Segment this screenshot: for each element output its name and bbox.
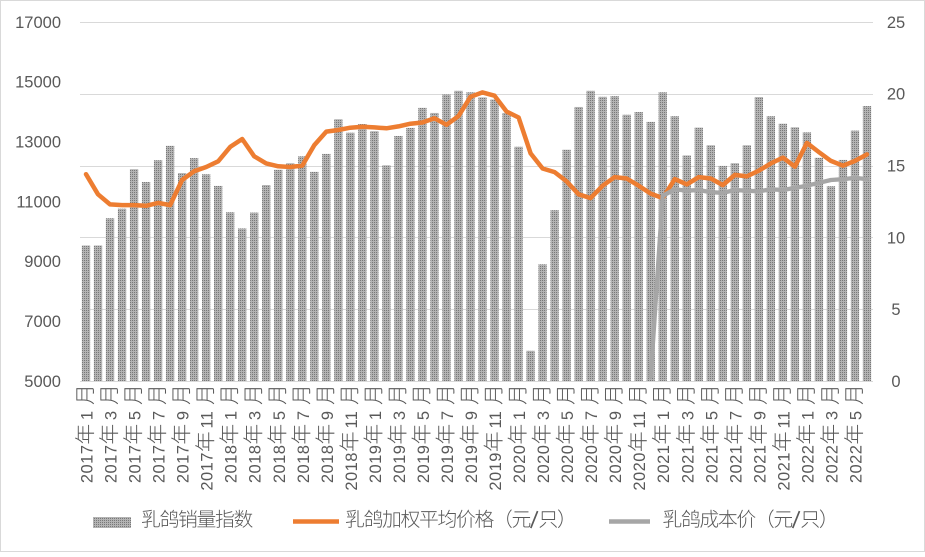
svg-text:17000: 17000 xyxy=(15,14,61,32)
svg-text:2018: 2018 xyxy=(223,445,241,484)
svg-text:2021: 2021 xyxy=(775,452,793,491)
svg-text:2021: 2021 xyxy=(703,445,721,484)
svg-text:11: 11 xyxy=(343,411,361,429)
svg-text:5: 5 xyxy=(847,411,865,420)
svg-text:1: 1 xyxy=(655,411,673,420)
svg-text:3: 3 xyxy=(247,411,265,420)
svg-text:5: 5 xyxy=(127,411,145,420)
svg-text:2021: 2021 xyxy=(751,445,769,484)
svg-text:1: 1 xyxy=(511,411,529,420)
svg-text:7: 7 xyxy=(727,411,745,420)
svg-text:1: 1 xyxy=(799,411,817,420)
svg-text:2019: 2019 xyxy=(391,445,409,484)
svg-text:9: 9 xyxy=(607,411,625,420)
svg-text:2020: 2020 xyxy=(535,445,553,484)
svg-text:2022: 2022 xyxy=(823,445,841,484)
svg-text:9000: 9000 xyxy=(24,253,61,271)
svg-text:9: 9 xyxy=(175,411,193,420)
svg-text:1: 1 xyxy=(223,411,241,420)
svg-text:2017: 2017 xyxy=(127,445,145,484)
svg-text:9: 9 xyxy=(463,411,481,420)
svg-text:3: 3 xyxy=(679,411,697,420)
svg-text:2020: 2020 xyxy=(607,445,625,484)
svg-text:3: 3 xyxy=(103,411,121,420)
svg-text:5: 5 xyxy=(271,411,289,420)
svg-text:9: 9 xyxy=(319,411,337,420)
svg-text:15000: 15000 xyxy=(15,74,61,92)
svg-text:2017: 2017 xyxy=(175,445,193,484)
svg-text:2021: 2021 xyxy=(727,445,745,484)
svg-text:2021: 2021 xyxy=(679,445,697,484)
svg-text:7: 7 xyxy=(151,411,169,420)
svg-text:3: 3 xyxy=(823,411,841,420)
svg-text:15: 15 xyxy=(887,158,905,176)
svg-text:11: 11 xyxy=(631,411,649,429)
svg-text:2020: 2020 xyxy=(559,445,577,484)
svg-text:2020: 2020 xyxy=(631,452,649,491)
svg-text:1: 1 xyxy=(367,411,385,420)
svg-text:5: 5 xyxy=(703,411,721,420)
svg-text:2017: 2017 xyxy=(151,445,169,484)
svg-text:2019: 2019 xyxy=(463,445,481,484)
svg-text:2018: 2018 xyxy=(343,452,361,491)
svg-text:2020: 2020 xyxy=(511,445,529,484)
svg-text:7: 7 xyxy=(295,411,313,420)
svg-text:2019: 2019 xyxy=(415,445,433,484)
svg-text:2018: 2018 xyxy=(247,445,265,484)
svg-text:11: 11 xyxy=(487,411,505,429)
svg-text:2019: 2019 xyxy=(367,445,385,484)
svg-text:7: 7 xyxy=(583,411,601,420)
svg-text:7: 7 xyxy=(439,411,457,420)
svg-text:3: 3 xyxy=(391,411,409,420)
svg-text:11000: 11000 xyxy=(16,193,61,211)
svg-text:2019: 2019 xyxy=(439,445,457,484)
svg-text:1: 1 xyxy=(79,411,97,420)
svg-text:5: 5 xyxy=(559,411,577,420)
svg-text:2022: 2022 xyxy=(847,445,865,484)
svg-text:20: 20 xyxy=(887,86,905,104)
svg-text:11: 11 xyxy=(775,411,793,429)
svg-text:2020: 2020 xyxy=(583,445,601,484)
svg-text:2017: 2017 xyxy=(79,445,97,484)
svg-text:7000: 7000 xyxy=(24,313,61,331)
svg-text:25: 25 xyxy=(887,14,905,32)
svg-text:10: 10 xyxy=(887,229,905,247)
svg-text:2018: 2018 xyxy=(319,445,337,484)
svg-text:2017: 2017 xyxy=(103,445,121,484)
svg-text:13000: 13000 xyxy=(15,134,61,152)
svg-text:2022: 2022 xyxy=(799,445,817,484)
svg-text:2018: 2018 xyxy=(271,445,289,484)
svg-text:3: 3 xyxy=(535,411,553,420)
svg-text:11: 11 xyxy=(199,411,217,429)
svg-text:2021: 2021 xyxy=(655,445,673,484)
svg-text:2017: 2017 xyxy=(199,452,217,491)
svg-text:0: 0 xyxy=(891,373,900,391)
svg-text:5: 5 xyxy=(415,411,433,420)
svg-text:2018: 2018 xyxy=(295,445,313,484)
svg-text:2019: 2019 xyxy=(487,452,505,491)
svg-text:5: 5 xyxy=(891,301,900,319)
svg-text:9: 9 xyxy=(751,411,769,420)
svg-text:5000: 5000 xyxy=(24,373,61,391)
